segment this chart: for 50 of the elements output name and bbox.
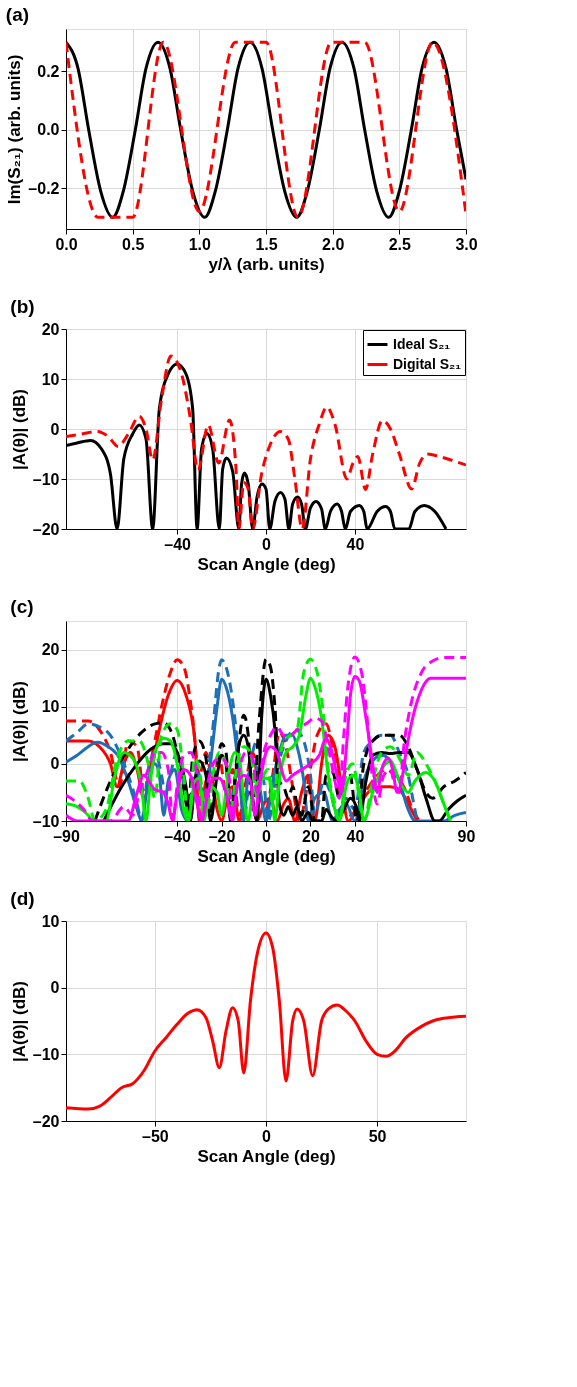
y-axis-title: |A(θ)| (dB) — [9, 388, 29, 471]
x-tick-label: 90 — [457, 827, 476, 845]
y-tick-label: 20 — [41, 320, 60, 338]
chart-title: (d) — [10, 888, 35, 909]
y-tick-label: 0 — [50, 420, 60, 438]
x-tick-label: –40 — [164, 827, 192, 845]
y-tick-label: –10 — [32, 812, 60, 830]
x-tick-label: 2.0 — [322, 235, 345, 253]
legend-label: Digital S₂₁ — [393, 355, 462, 372]
chart-title: (c) — [10, 596, 34, 617]
x-tick-label: 20 — [302, 827, 320, 845]
x-tick-label: 3.0 — [455, 235, 478, 253]
y-axis-title: Im(S₂₁) (arb. units) — [5, 54, 25, 205]
y-tick-label: –0.2 — [28, 179, 60, 197]
y-tick-label: 20 — [41, 641, 60, 659]
y-tick-label: 10 — [41, 912, 60, 930]
chart-title: (b) — [10, 296, 35, 317]
y-tick-label: 10 — [41, 370, 60, 388]
chart-title: (a) — [5, 4, 30, 25]
y-tick-label: 10 — [41, 698, 60, 716]
x-axis-title: Scan Angle (deg) — [197, 846, 336, 866]
x-axis-title: Scan Angle (deg) — [197, 554, 336, 574]
x-tick-label: 0 — [262, 535, 272, 553]
x-tick-label: 0 — [262, 1127, 272, 1145]
x-axis-title: y/λ (arb. units) — [208, 254, 325, 274]
x-tick-label: 2.5 — [388, 235, 412, 253]
y-tick-label: 0 — [50, 979, 60, 997]
x-tick-label: 1.0 — [188, 235, 212, 253]
x-tick-label: –50 — [142, 1127, 169, 1145]
x-tick-label: 50 — [368, 1127, 387, 1145]
y-tick-label: –10 — [32, 1045, 60, 1063]
x-tick-label: 0.5 — [122, 235, 145, 253]
x-tick-label: –90 — [53, 827, 80, 845]
x-axis-title: Scan Angle (deg) — [197, 1146, 336, 1166]
y-axis-title: |A(θ)| (dB) — [9, 980, 29, 1063]
y-tick-label: 0.2 — [37, 62, 60, 80]
x-tick-label: –20 — [208, 827, 236, 845]
legend-label: Ideal S₂₁ — [393, 335, 451, 352]
y-tick-label: 0.0 — [37, 121, 60, 139]
y-tick-label: 0 — [50, 755, 60, 773]
x-tick-label: 0 — [262, 827, 272, 845]
line-series — [66, 931, 466, 1111]
x-tick-label: 40 — [346, 827, 365, 845]
x-tick-label: 1.5 — [255, 235, 278, 253]
x-tick-label: –40 — [164, 535, 192, 553]
y-tick-label: –20 — [32, 520, 60, 538]
x-tick-label: 40 — [346, 535, 365, 553]
y-axis-title: |A(θ)| (dB) — [9, 680, 29, 763]
y-tick-label: –10 — [32, 470, 60, 488]
y-tick-label: –20 — [32, 1112, 60, 1130]
